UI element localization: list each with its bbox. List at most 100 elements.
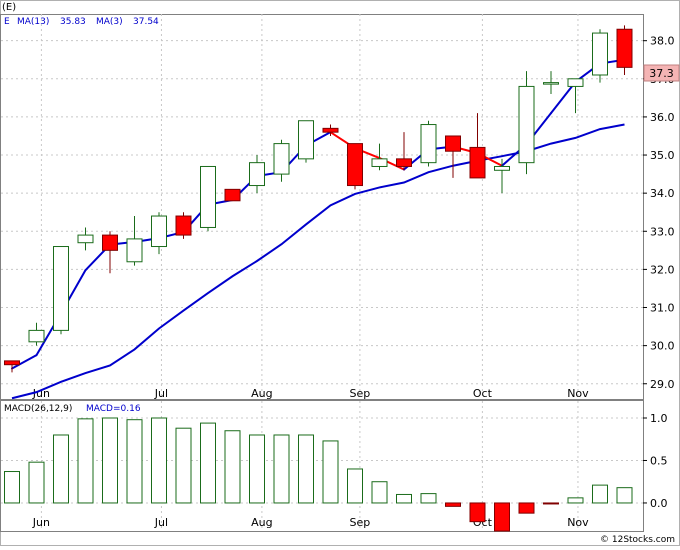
macd-histogram	[4, 417, 633, 532]
candle-body	[396, 158, 412, 167]
candle-body	[543, 82, 559, 85]
last-price-box	[643, 64, 680, 82]
candle	[151, 212, 167, 255]
candle-body	[102, 234, 118, 251]
ma3-label: MA(3)	[96, 17, 123, 27]
candle-body	[322, 127, 339, 133]
price-y-tick-label: 33.0	[650, 225, 675, 238]
last-price-marker: 37.3	[643, 64, 680, 82]
macd-bar	[102, 417, 118, 504]
macd-y-tick-label: 0.0	[650, 497, 668, 510]
macd-month-label: Jun	[32, 516, 50, 529]
last-price-label: 37.3	[649, 67, 674, 80]
price-y-tick-label: 32.0	[650, 263, 675, 276]
candle-body	[53, 246, 69, 331]
candle-body	[77, 234, 94, 244]
candle	[53, 246, 69, 335]
candle	[273, 139, 290, 182]
price-month-label: Jun	[32, 387, 50, 400]
candle	[469, 113, 486, 179]
candlesticks	[4, 25, 633, 373]
candle	[175, 212, 192, 239]
macd-bar	[396, 493, 412, 504]
candle	[77, 227, 94, 251]
price-month-label: Jul	[154, 387, 168, 400]
macd-bar	[420, 493, 437, 504]
macd-panel: 0.00.51.0 Jun Jul Aug Sep Oct Nov MACD(26,12,…	[0, 400, 668, 532]
price-month-label: Nov	[567, 387, 589, 400]
macd-bar	[592, 484, 608, 504]
macd-bar	[494, 502, 510, 532]
candle-body	[175, 215, 192, 236]
candle-body	[518, 85, 535, 164]
candle	[396, 132, 412, 171]
candle	[543, 71, 559, 95]
candle	[249, 155, 265, 194]
candle	[322, 124, 339, 136]
ma3-value: 37.54	[133, 17, 159, 27]
macd-y-tick-label: 1.0	[650, 412, 668, 425]
macd-month-label: Jul	[154, 516, 168, 529]
ma13-value: 35.83	[60, 17, 86, 27]
macd-bar	[322, 440, 339, 504]
macd-bar	[347, 468, 363, 504]
candle	[200, 165, 216, 232]
price-y-axis: 29.030.031.032.033.034.035.036.037.038.0	[643, 35, 675, 391]
candle	[494, 158, 510, 194]
macd-bar	[445, 502, 461, 507]
price-y-tick-label: 34.0	[650, 187, 675, 200]
candle	[298, 120, 314, 163]
candle-body	[347, 143, 363, 187]
macd-bar	[28, 461, 45, 504]
price-month-label: Aug	[251, 387, 272, 400]
price-y-tick-label: 29.0	[650, 378, 675, 391]
candle	[28, 322, 45, 346]
macd-bar	[469, 502, 486, 523]
macd-bar	[567, 497, 584, 504]
macd-bar	[151, 417, 167, 504]
price-legend: (E) E MA(13) 35.83 MA(3) 37.54	[2, 2, 159, 27]
macd-bar	[200, 422, 216, 504]
macd-value-label: MACD=0.16	[86, 404, 141, 414]
price-y-tick-label: 31.0	[650, 302, 675, 315]
macd-bar	[175, 427, 192, 504]
candle-body	[494, 165, 510, 171]
candle-body	[249, 162, 265, 187]
candle-body	[567, 78, 584, 87]
price-y-tick-label: 30.0	[650, 340, 675, 353]
candle	[126, 216, 143, 266]
price-y-tick-label: 38.0	[650, 35, 675, 48]
candle-body	[273, 143, 290, 175]
candle-body	[371, 158, 388, 167]
macd-title: MACD(26,12,9)	[4, 404, 72, 414]
price-y-tick-label: 36.0	[650, 111, 675, 124]
macd-x-axis: Jun Jul Aug Sep Oct Nov	[32, 516, 589, 529]
candle	[567, 78, 584, 114]
candle-body	[200, 165, 216, 228]
macd-y-tick-label: 0.5	[650, 454, 668, 467]
price-month-label: Oct	[473, 387, 493, 400]
macd-bar	[224, 430, 241, 504]
macd-bar	[273, 434, 290, 504]
macd-bar	[126, 419, 143, 504]
macd-bar	[77, 418, 94, 504]
macd-bar	[616, 487, 633, 504]
candle	[445, 135, 461, 178]
macd-month-label: Aug	[251, 516, 272, 529]
candle-body	[224, 188, 241, 202]
macd-bar	[249, 434, 265, 504]
macd-y-axis: 0.0 0.5 1.0	[643, 412, 668, 510]
candle-body	[151, 215, 167, 248]
candle-body	[616, 28, 633, 68]
price-plot-area	[0, 14, 644, 400]
ma3-line-segment	[11, 354, 38, 370]
candle	[347, 143, 363, 190]
candle	[4, 360, 20, 373]
candle-body	[592, 32, 608, 76]
macd-month-label: Nov	[567, 516, 589, 529]
macd-bar	[298, 434, 314, 504]
macd-bar	[543, 502, 559, 505]
macd-bar	[371, 481, 388, 504]
